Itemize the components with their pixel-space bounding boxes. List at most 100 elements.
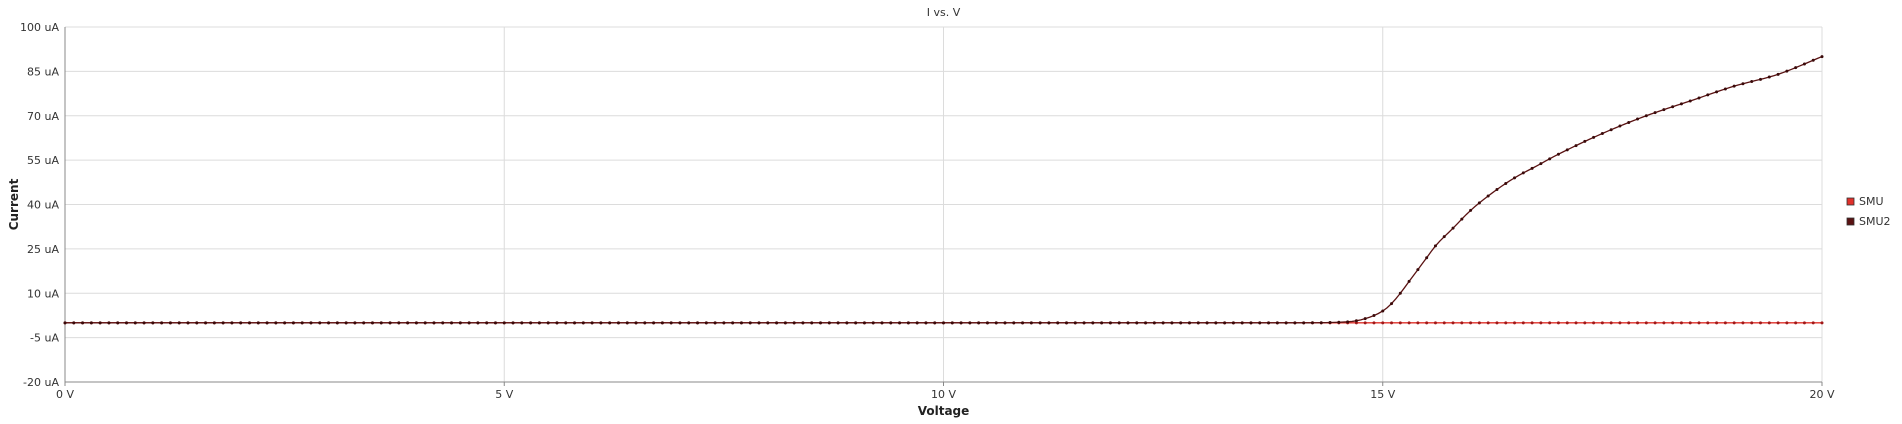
data-point xyxy=(441,321,445,325)
data-point xyxy=(836,321,840,325)
data-point xyxy=(660,321,664,325)
y-tick-label: -5 uA xyxy=(30,332,59,345)
data-point xyxy=(1521,321,1525,325)
data-point xyxy=(1653,111,1657,115)
data-point xyxy=(1565,321,1569,325)
data-point xyxy=(564,321,568,325)
data-point xyxy=(1794,321,1798,325)
data-point xyxy=(151,321,155,325)
data-point xyxy=(186,321,190,325)
data-point xyxy=(1425,256,1429,260)
data-point xyxy=(1469,321,1473,325)
data-point xyxy=(1038,321,1042,325)
data-point xyxy=(1530,166,1534,170)
data-point xyxy=(1644,321,1648,325)
data-point xyxy=(1785,69,1789,73)
data-point xyxy=(1732,321,1736,325)
data-point xyxy=(581,321,585,325)
data-point xyxy=(959,321,963,325)
data-point xyxy=(1390,321,1394,325)
data-point xyxy=(643,321,647,325)
data-point xyxy=(801,321,805,325)
data-point xyxy=(1187,321,1191,325)
data-point xyxy=(1433,244,1437,248)
data-point xyxy=(1091,321,1095,325)
data-point xyxy=(379,321,383,325)
data-point xyxy=(1214,321,1218,325)
data-point xyxy=(950,321,954,325)
data-point xyxy=(608,321,612,325)
data-point xyxy=(704,321,708,325)
data-point xyxy=(1258,321,1262,325)
data-point xyxy=(1161,321,1165,325)
data-point xyxy=(1372,321,1376,325)
y-tick-label: 25 uA xyxy=(27,243,59,256)
data-point xyxy=(1205,321,1209,325)
data-point xyxy=(1064,321,1068,325)
legend-item-smu2[interactable]: SMU2 xyxy=(1846,215,1891,228)
axes: -20 uA -5 uA 10 uA 25 uA 40 uA 55 uA 70 uA 85 u… xyxy=(20,21,1835,401)
data-point xyxy=(125,321,128,325)
data-point xyxy=(291,321,295,325)
data-point xyxy=(1513,321,1517,325)
data-point xyxy=(625,321,629,325)
data-point xyxy=(1460,217,1464,221)
data-point xyxy=(1504,321,1508,325)
legend-label: SMU2 xyxy=(1859,215,1891,228)
data-point xyxy=(1486,321,1490,325)
data-point xyxy=(546,321,550,325)
y-tick-label: 40 uA xyxy=(27,199,59,212)
data-point xyxy=(406,321,410,325)
data-point xyxy=(1732,84,1736,88)
data-point xyxy=(1451,226,1455,230)
data-point xyxy=(1012,321,1016,325)
data-point xyxy=(1794,66,1798,70)
data-point xyxy=(230,321,234,325)
data-point xyxy=(1723,87,1727,91)
data-point xyxy=(696,321,700,325)
data-point xyxy=(529,321,533,325)
data-point xyxy=(1583,321,1587,325)
data-point xyxy=(1592,321,1596,325)
data-point xyxy=(1767,75,1771,79)
data-point xyxy=(1073,321,1077,325)
data-point xyxy=(1407,321,1411,325)
data-point xyxy=(1442,235,1446,239)
data-point xyxy=(1003,321,1007,325)
data-point xyxy=(1416,321,1420,325)
data-point xyxy=(221,321,225,325)
data-point xyxy=(1425,321,1429,325)
data-point xyxy=(906,321,910,325)
data-point xyxy=(1354,319,1358,323)
data-point xyxy=(283,321,287,325)
data-point xyxy=(1820,321,1824,325)
data-point xyxy=(590,321,594,325)
data-point xyxy=(1390,302,1394,306)
data-point xyxy=(1477,321,1481,325)
legend-item-smu[interactable]: SMU xyxy=(1846,195,1884,208)
data-point xyxy=(1302,321,1306,325)
data-point xyxy=(1363,321,1367,325)
data-point xyxy=(573,321,577,325)
data-point xyxy=(898,321,902,325)
data-point xyxy=(520,321,524,325)
data-point xyxy=(432,321,436,325)
data-point xyxy=(168,321,172,325)
data-point xyxy=(1609,128,1613,132)
data-point xyxy=(397,321,401,325)
data-point xyxy=(1539,162,1543,166)
data-point xyxy=(739,321,743,325)
data-point xyxy=(1802,62,1806,66)
data-point xyxy=(792,321,796,325)
data-point xyxy=(239,321,243,325)
data-point xyxy=(1328,321,1332,325)
data-point xyxy=(247,321,251,325)
data-point xyxy=(1442,321,1446,325)
data-point xyxy=(1697,96,1701,100)
data-point xyxy=(713,321,717,325)
legend[interactable]: SMU SMU2 xyxy=(1846,195,1891,228)
data-point xyxy=(827,321,831,325)
data-point xyxy=(1811,321,1815,325)
data-point xyxy=(204,321,208,325)
data-point xyxy=(1530,321,1534,325)
